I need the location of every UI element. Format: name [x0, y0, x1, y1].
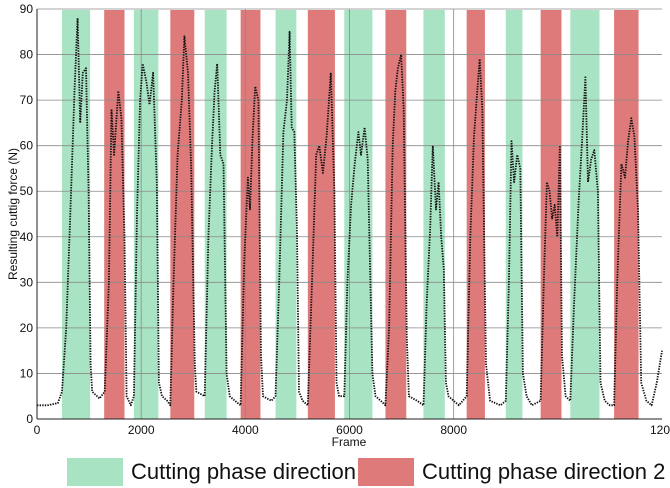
grid-layer	[37, 8, 662, 419]
phase-band-5-direction-1	[204, 10, 227, 419]
y-tick-label-20: 20	[20, 321, 34, 335]
legend-item-direction-1: Cutting phase direction 1	[67, 458, 374, 486]
phase-band-6-direction-2	[240, 10, 261, 419]
chart-legend: Cutting phase direction 1 Cutting phase …	[0, 458, 670, 488]
phase-band-10-direction-2	[385, 10, 407, 419]
phase-band-4-direction-2	[170, 10, 195, 419]
legend-swatch-direction-2	[358, 458, 414, 486]
phase-band-13-direction-1	[505, 10, 523, 419]
phase-band-8-direction-2	[307, 10, 335, 419]
y-tick-label-70: 70	[20, 93, 34, 107]
y-tick-label-60: 60	[20, 139, 34, 153]
x-tick-label-0: 0	[34, 423, 41, 437]
y-tick-label-40: 40	[20, 230, 34, 244]
x-tick-label-8000: 8000	[440, 423, 467, 437]
x-tick-label-2000: 2000	[128, 423, 155, 437]
x-tick-label-6000: 6000	[336, 423, 363, 437]
y-tick-label-10: 10	[20, 366, 34, 380]
y-tick-label-50: 50	[20, 184, 34, 198]
x-tick-label-4000: 4000	[232, 423, 259, 437]
legend-label-direction-2: Cutting phase direction 2	[422, 459, 666, 484]
force-series-line-1	[37, 17, 663, 407]
legend-swatch-direction-1	[67, 458, 123, 486]
phase-band-7-direction-1	[275, 10, 297, 419]
phase-band-11-direction-1	[423, 10, 445, 419]
phase-band-15-direction-1	[570, 10, 600, 419]
y-tick-label-90: 90	[20, 2, 34, 16]
phase-band-2-direction-2	[104, 10, 125, 419]
legend-item-direction-2: Cutting phase direction 2	[358, 458, 665, 486]
x-tick-label-12000: 12000	[650, 423, 670, 437]
phase-band-9-direction-1	[344, 10, 373, 419]
phase-band-16-direction-2	[614, 10, 639, 419]
x-axis-label: Frame	[332, 435, 367, 449]
force-series-layer	[37, 17, 663, 407]
legend-label-direction-1: Cutting phase direction 1	[131, 459, 375, 484]
phase-band-12-direction-2	[466, 10, 485, 419]
axis-layer: 0 10 20 30 40 50 60 70 80 90 0 2000 4000 6000 8000 1200…	[20, 2, 670, 437]
y-tick-label-0: 0	[26, 412, 33, 426]
y-tick-label-30: 30	[20, 275, 34, 289]
force-chart: 0 10 20 30 40 50 60 70 80 90 0 2000 4000 6000 8000 1200…	[6, 2, 670, 449]
y-tick-label-80: 80	[20, 48, 34, 62]
phase-band-3-direction-1	[133, 10, 159, 419]
y-axis-label: Resulting cuttig force (N)	[6, 148, 20, 280]
